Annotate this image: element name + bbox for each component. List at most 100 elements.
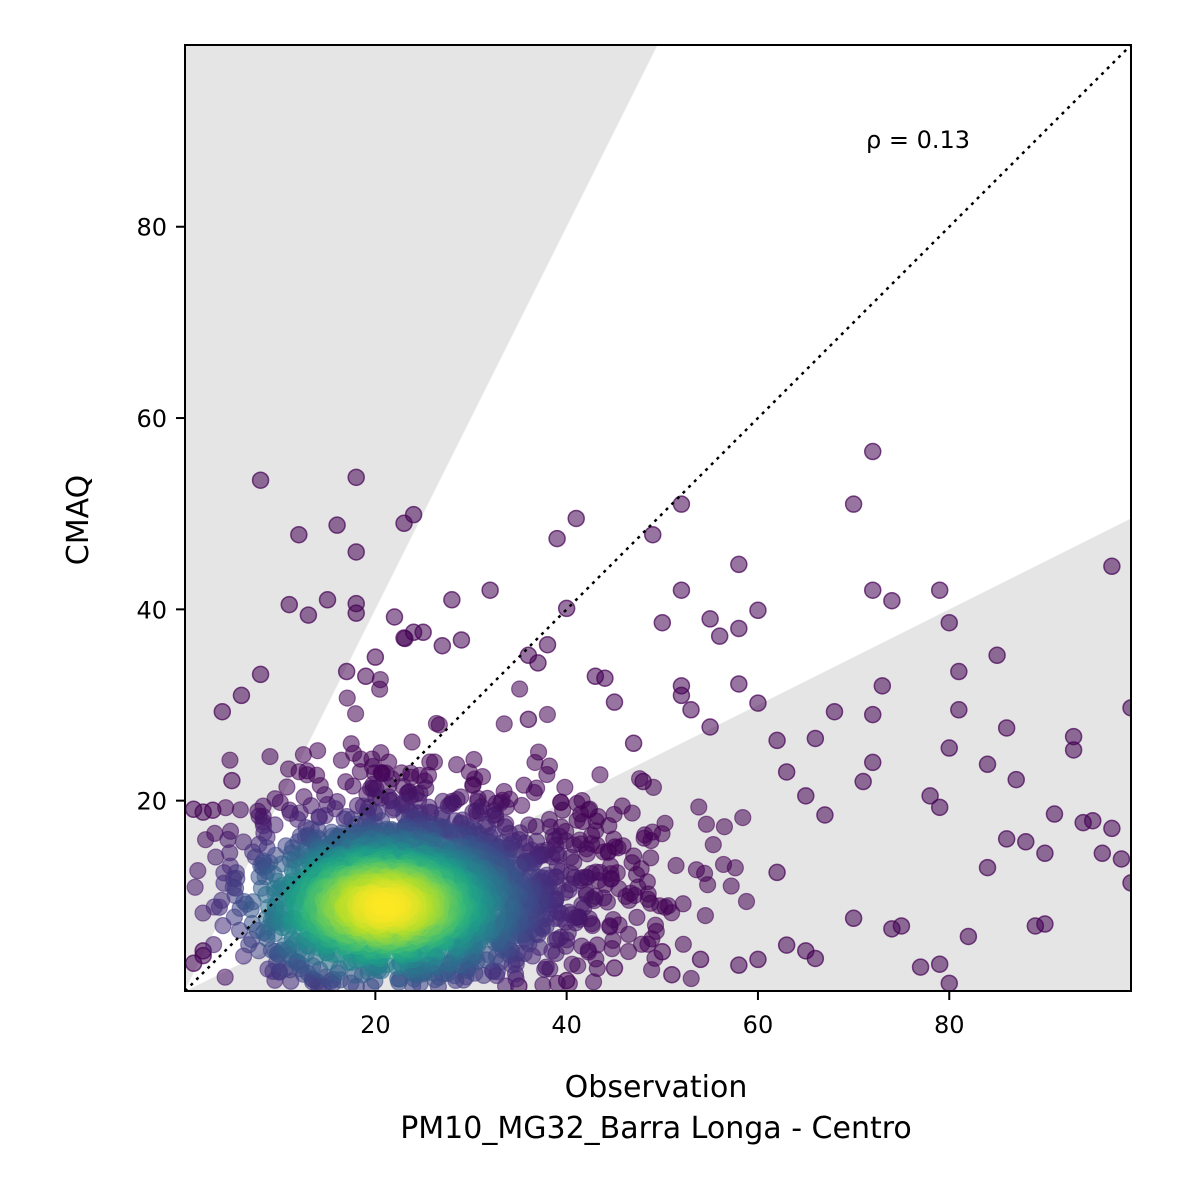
outlier-point bbox=[1093, 844, 1112, 863]
outlier-point bbox=[519, 710, 538, 729]
x-tick-label: 60 bbox=[743, 1011, 774, 1039]
outlier-point bbox=[672, 495, 691, 513]
density-point bbox=[674, 935, 692, 953]
density-point bbox=[635, 829, 653, 847]
outlier-point bbox=[347, 468, 365, 487]
outlier-point bbox=[950, 662, 968, 681]
density-point bbox=[568, 811, 586, 829]
outlier-point bbox=[921, 787, 939, 805]
outlier-point bbox=[930, 581, 949, 599]
outlier-point bbox=[481, 581, 499, 599]
density-point bbox=[396, 630, 414, 648]
outlier-point bbox=[730, 956, 748, 974]
outlier-point bbox=[691, 950, 710, 969]
outlier-point bbox=[1017, 833, 1035, 851]
x-axis-ticks: 20 40 60 80 bbox=[360, 991, 965, 1039]
outlier-point bbox=[940, 613, 959, 632]
density-point bbox=[573, 937, 591, 955]
outlier-point bbox=[777, 763, 796, 781]
density-point bbox=[217, 799, 235, 817]
outlier-point bbox=[280, 595, 299, 614]
density-point bbox=[525, 783, 543, 802]
outlier-point bbox=[816, 806, 834, 824]
outlier-point bbox=[605, 959, 624, 977]
x-axis-label: Observation bbox=[565, 1070, 748, 1105]
density-point bbox=[734, 808, 752, 827]
correlation-annotation: ρ = 0.13 bbox=[866, 126, 970, 154]
density-point bbox=[696, 906, 714, 925]
identity-line-layer bbox=[185, 45, 1131, 991]
outlier-point bbox=[959, 927, 978, 946]
outlier-point bbox=[730, 619, 748, 638]
density-point bbox=[687, 861, 706, 879]
outlier-point bbox=[930, 955, 949, 973]
density-point bbox=[619, 942, 638, 961]
outlier-point bbox=[557, 599, 576, 618]
density-point bbox=[714, 855, 733, 874]
outlier-point bbox=[538, 635, 557, 654]
outlier-point bbox=[730, 675, 748, 693]
density-point bbox=[231, 801, 249, 819]
y-tick-label: 40 bbox=[136, 596, 167, 624]
outlier-point bbox=[337, 662, 356, 681]
outlier-point bbox=[251, 471, 270, 489]
outlier-point bbox=[672, 581, 691, 599]
outlier-point bbox=[1045, 805, 1064, 823]
outlier-point bbox=[710, 627, 729, 645]
outlier-point bbox=[873, 677, 892, 695]
density-point bbox=[601, 917, 619, 935]
outlier-point bbox=[357, 667, 375, 686]
outlier-point bbox=[997, 719, 1016, 737]
outlier-point bbox=[940, 739, 959, 757]
outlier-point bbox=[682, 701, 700, 719]
outlier-point bbox=[653, 613, 672, 632]
outlier-point bbox=[299, 606, 318, 624]
outlier-point bbox=[414, 623, 432, 642]
x-tick: 60 bbox=[743, 991, 774, 1039]
density-point bbox=[338, 689, 356, 707]
outlier-point bbox=[443, 591, 461, 609]
density-point bbox=[578, 845, 596, 863]
density-point bbox=[548, 974, 566, 991]
y-tick-label: 20 bbox=[136, 788, 167, 816]
density-point bbox=[644, 778, 663, 796]
density-point bbox=[537, 958, 555, 976]
outlier-point bbox=[347, 543, 365, 561]
outlier-point bbox=[701, 610, 719, 628]
density-point bbox=[378, 896, 396, 915]
density-point bbox=[189, 862, 207, 880]
outlier-point bbox=[950, 701, 968, 719]
density-point bbox=[294, 746, 313, 764]
outlier-point bbox=[749, 694, 767, 712]
outlier-point bbox=[997, 830, 1016, 848]
y-tick-label: 80 bbox=[136, 214, 167, 242]
outlier-point bbox=[797, 787, 815, 805]
density-point bbox=[309, 742, 327, 760]
outlier-point bbox=[567, 509, 585, 528]
outlier-point bbox=[433, 636, 452, 655]
outlier-point bbox=[1122, 699, 1131, 717]
density-point bbox=[556, 778, 574, 796]
outlier-point bbox=[605, 693, 624, 711]
outlier-point bbox=[596, 669, 614, 687]
density-point bbox=[737, 892, 756, 911]
density-point bbox=[646, 916, 665, 934]
y-axis-label: CMAQ bbox=[61, 475, 96, 565]
density-point bbox=[682, 969, 700, 988]
density-point bbox=[186, 878, 204, 896]
density-point bbox=[347, 705, 365, 723]
x-tick-label: 40 bbox=[551, 1011, 582, 1039]
scatter-points bbox=[185, 442, 1131, 991]
outlier-point bbox=[1112, 850, 1131, 868]
outlier-point bbox=[529, 654, 547, 672]
density-point bbox=[216, 968, 234, 986]
density-point bbox=[690, 798, 708, 816]
density-point bbox=[546, 931, 564, 949]
outlier-point bbox=[749, 601, 767, 620]
outlier-point bbox=[1122, 874, 1131, 892]
outlier-point bbox=[672, 686, 691, 705]
density-point bbox=[278, 778, 296, 796]
outlier-point bbox=[863, 753, 882, 772]
outlier-point bbox=[624, 734, 643, 753]
outlier-point bbox=[768, 863, 786, 882]
